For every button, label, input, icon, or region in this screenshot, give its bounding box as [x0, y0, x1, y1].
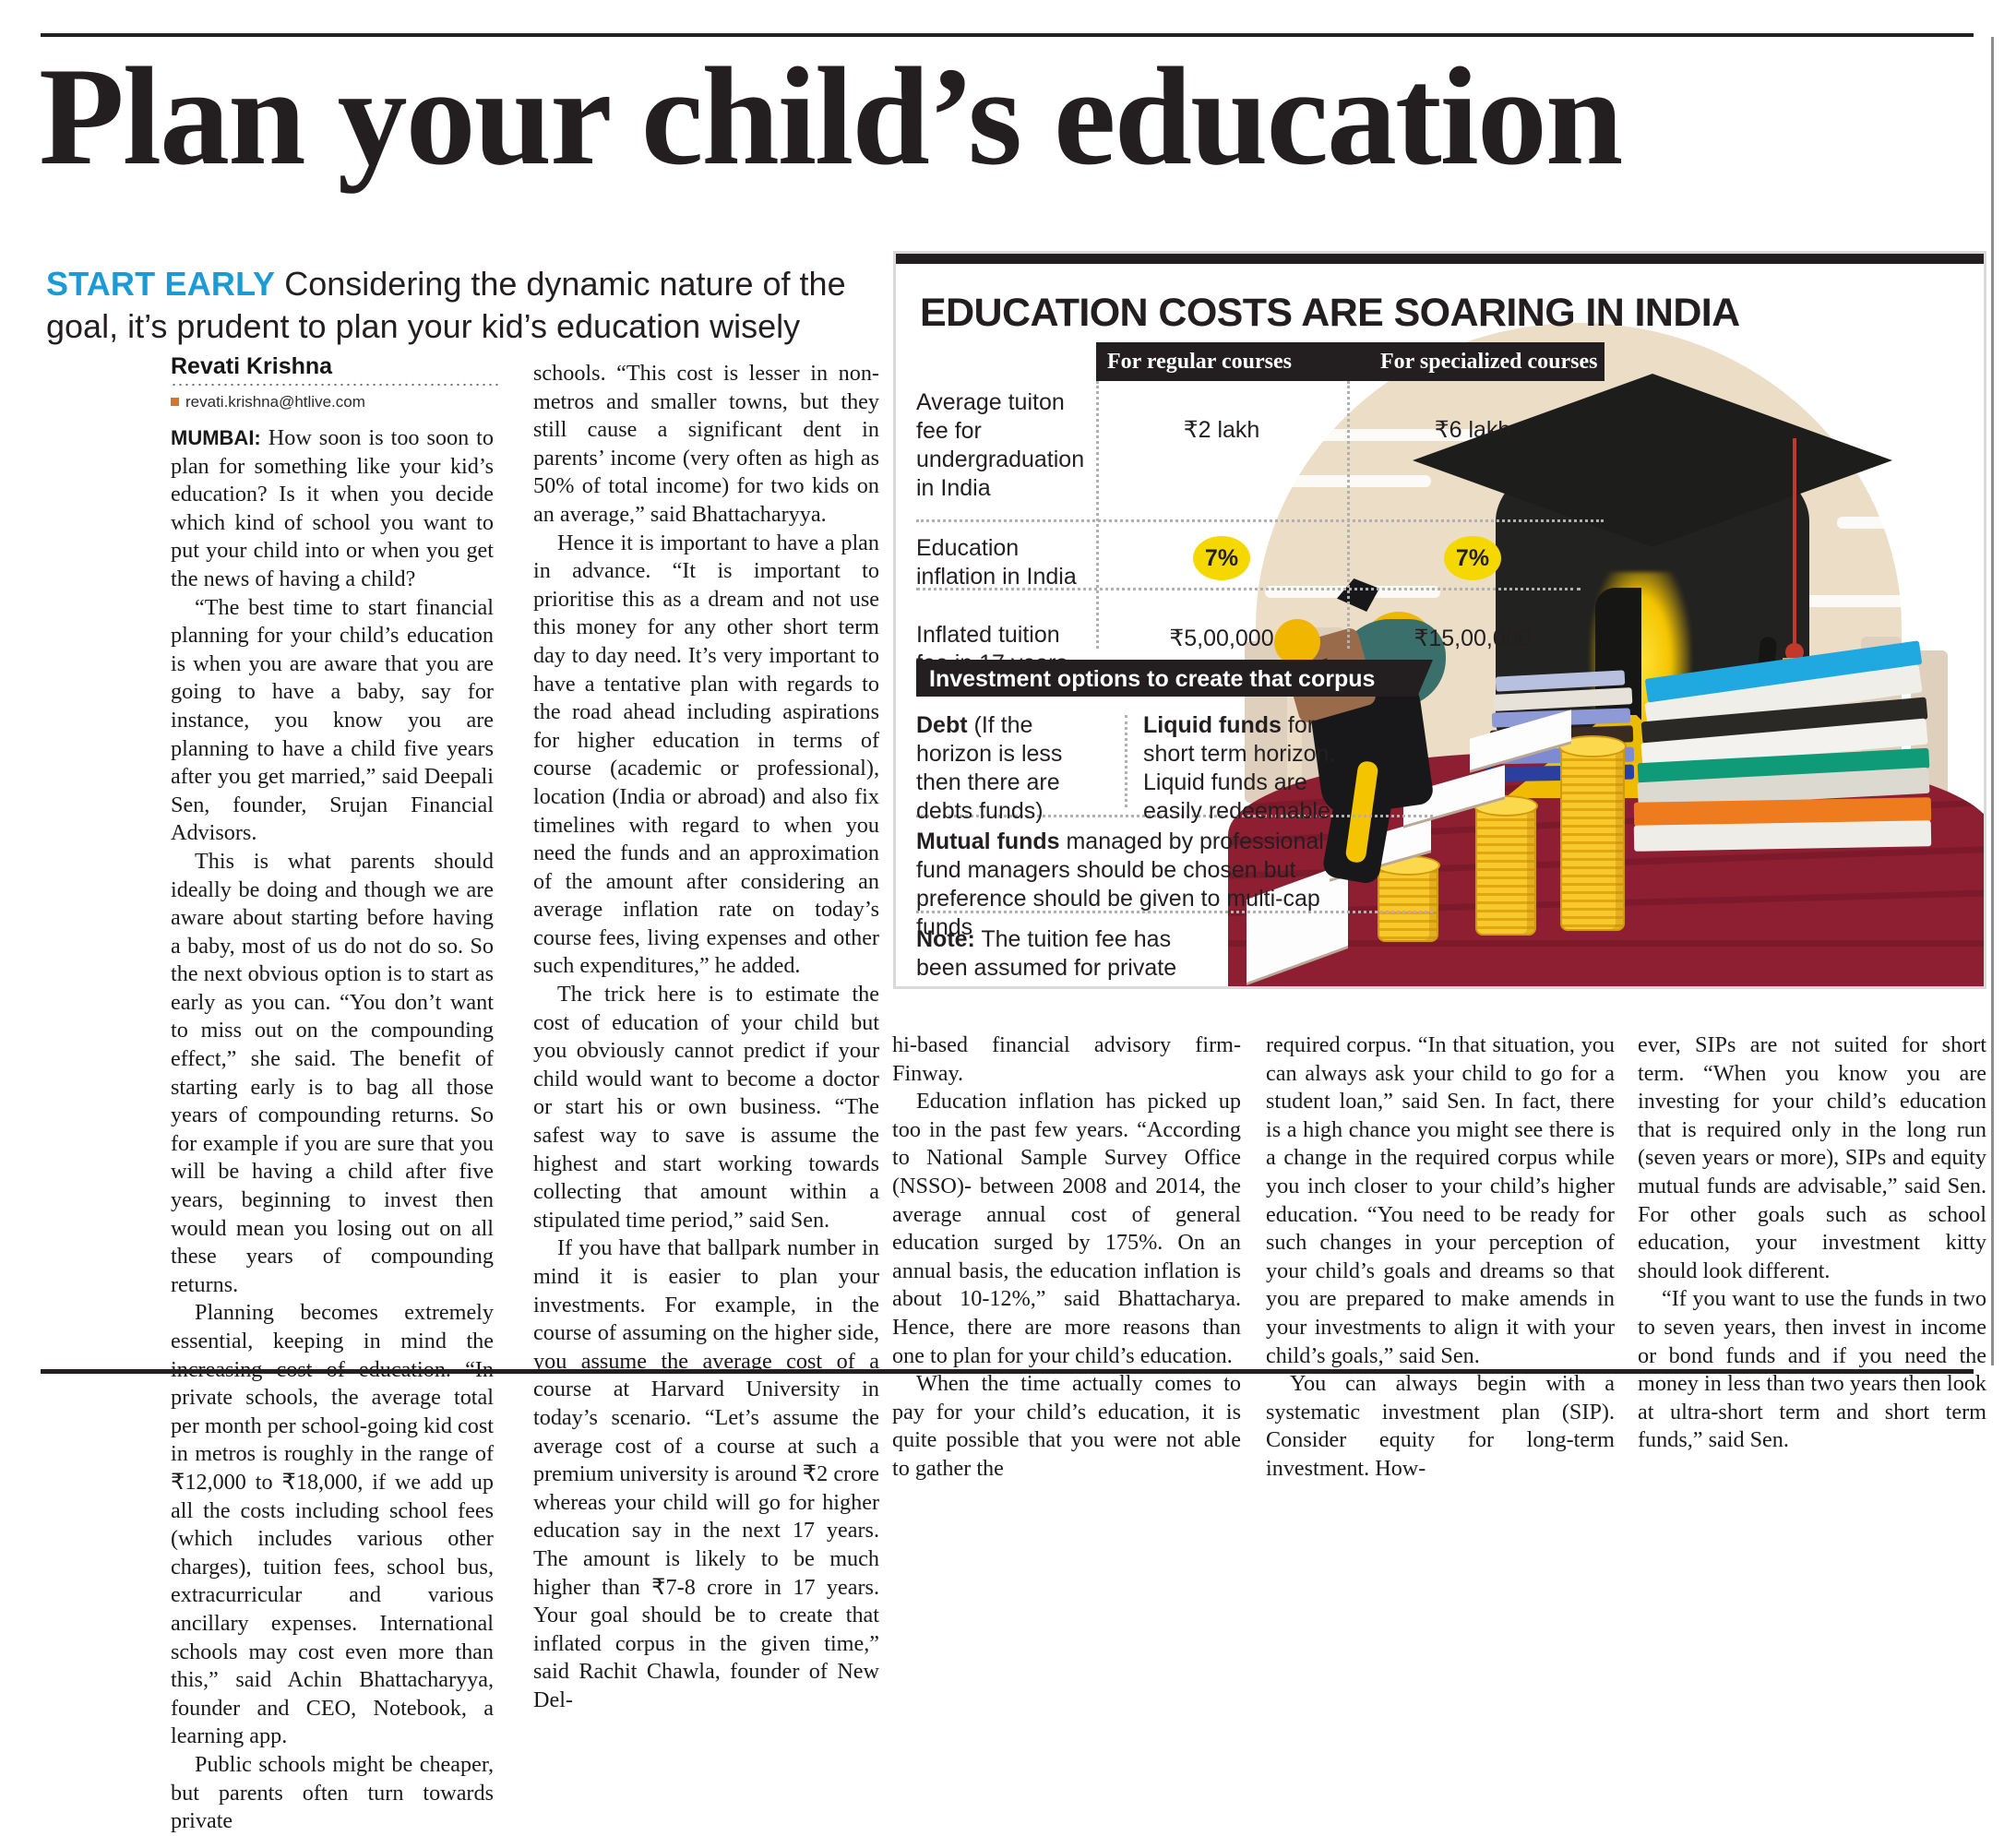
background-streak — [1837, 517, 1966, 529]
page-headline: Plan your child’s education — [39, 39, 1623, 194]
paragraph: “The best time to start financial planni… — [171, 594, 494, 846]
paragraph: You can always begin with a systematic i… — [1266, 1371, 1615, 1481]
table-cell: ₹5,00,000 — [1169, 626, 1274, 651]
table-row: Education inflation in India 7% 7% — [916, 527, 1604, 599]
inflation-badge: 7% — [1444, 536, 1501, 580]
table-row-label: Average tuiton fee for undergraduation i… — [916, 389, 1085, 501]
article-column-4: required corpus. “In that situation, you… — [1266, 1031, 1615, 1484]
infographic-title: EDUCATION COSTS ARE SOARING IN INDIA — [920, 291, 1740, 335]
paragraph: When the time actually comes to pay for … — [892, 1371, 1241, 1481]
paragraph: Public schools might be cheaper, but par… — [171, 1751, 494, 1834]
table-cell: ₹15,00,000 — [1414, 626, 1532, 651]
note-text: The tuition fee has been assumed for pri… — [916, 926, 1177, 986]
byline: Revati Krishna revati.krishna@htlive.com — [171, 353, 498, 411]
coin-badge — [1274, 619, 1320, 665]
paragraph: schools. “This cost is lesser in non-met… — [533, 361, 879, 527]
table-column-header: For specialized courses — [1380, 350, 1598, 374]
table-row-label: Education inflation in India — [916, 535, 1077, 590]
table-cell: 7% — [1347, 527, 1598, 599]
table-column-header: For regular courses — [1107, 350, 1292, 374]
table-divider — [916, 519, 1604, 522]
byline-author: Revati Krishna — [171, 353, 333, 379]
byline-divider — [171, 383, 498, 387]
article-column-2: schools. “This cost is lesser in non-met… — [533, 360, 879, 1715]
cost-table: Average tuiton fee for undergraduation i… — [916, 342, 1604, 686]
standfirst: START EARLY Considering the dynamic natu… — [46, 263, 877, 348]
paragraph: required corpus. “In that situation, you… — [1266, 1032, 1615, 1368]
graduation-cap-illustration: ₹ — [1228, 318, 1984, 986]
paragraph: The trick here is to estimate the cost o… — [533, 982, 879, 1233]
paragraph: If you have that ballpark number in mind… — [533, 1235, 879, 1712]
dateline: MUMBAI: — [171, 426, 261, 449]
byline-email-text: revati.krishna@htlive.com — [185, 393, 365, 411]
option-debt: Debt (If the horizon is less then there … — [916, 711, 1110, 826]
table-vertical-divider — [1347, 381, 1350, 649]
inflation-badge: 7% — [1193, 536, 1250, 580]
right-margin-rule — [1991, 37, 1994, 1365]
paragraph: ever, SIPs are not suited for short term… — [1638, 1032, 1986, 1283]
paragraph-text: How soon is too soon to plan for somethi… — [171, 425, 494, 591]
table-header-strip: For regular courses For specialized cour… — [1096, 342, 1604, 381]
table-row: Average tuiton fee for undergraduation i… — [916, 381, 1604, 510]
section-divider — [916, 911, 1433, 913]
note-label: Note: — [916, 926, 975, 952]
infographic-panel: ₹ EDUCATION COSTS ARE SOARING IN INDIA F… — [893, 251, 1986, 989]
paragraph: Education inflation has picked up too in… — [892, 1089, 1241, 1368]
option-title: Debt — [916, 712, 968, 738]
kicker-label: START EARLY — [46, 265, 276, 303]
byline-email[interactable]: revati.krishna@htlive.com — [171, 393, 498, 411]
note-block: Note: The tuition fee has been assumed f… — [916, 925, 1221, 986]
option-mutual-funds: Mutual funds managed by professional fun… — [916, 828, 1354, 942]
paragraph: Planning becomes extremely essential, ke… — [171, 1300, 494, 1749]
table-vertical-divider — [1096, 381, 1099, 649]
option-body: managed by professional fund managers sh… — [916, 829, 1324, 940]
tassel-cord — [1793, 438, 1796, 649]
background-streak — [1800, 595, 1984, 607]
section-divider — [916, 815, 1433, 817]
option-title: Mutual funds — [916, 829, 1060, 854]
paragraph: MUMBAI: How soon is too soon to plan for… — [171, 424, 494, 594]
article-column-3: hi-based financial advisory firm-Finway.… — [892, 1031, 1241, 1484]
book-stack-item — [1633, 820, 1932, 852]
options-vertical-divider — [1125, 715, 1127, 807]
coin-top — [1558, 735, 1627, 757]
option-liquid-funds: Liquid funds for short term horizon. Liq… — [1143, 711, 1365, 826]
infographic-top-bar — [896, 254, 1984, 264]
background-streak — [1283, 475, 1431, 487]
article-column-1: MUMBAI: How soon is too soon to plan for… — [171, 424, 494, 1836]
table-grain — [1228, 940, 1984, 947]
investment-options-banner — [916, 660, 1433, 697]
article-column-5: ever, SIPs are not suited for short term… — [1638, 1031, 1986, 1455]
standfirst-text: Considering the dynamic nature of the go… — [46, 265, 846, 345]
option-title: Liquid funds — [1143, 712, 1282, 738]
paragraph: hi-based financial advisory firm-Finway. — [892, 1032, 1241, 1086]
table-cell: ₹6 lakh — [1434, 417, 1511, 443]
table-cell: ₹2 lakh — [1183, 417, 1260, 443]
coin-stack-tall — [1560, 743, 1625, 931]
option-body: (If the horizon is less then there are d… — [916, 712, 1063, 824]
background-streak — [1302, 429, 1496, 441]
paragraph: Hence it is important to have a plan in … — [533, 530, 879, 979]
bullet-square-icon — [171, 398, 179, 406]
bottom-rule — [41, 1369, 1974, 1374]
newspaper-page: Plan your child’s education START EARLY … — [39, 33, 1994, 1834]
option-body: for short term horizon. Liquid funds are… — [1143, 712, 1336, 824]
top-rule — [41, 33, 1974, 37]
table-cell: 7% — [1096, 527, 1347, 599]
table-divider — [916, 588, 1581, 590]
paragraph: This is what parents should ideally be d… — [171, 848, 494, 1297]
investment-options-banner-label: Investment options to create that corpus — [929, 666, 1376, 692]
